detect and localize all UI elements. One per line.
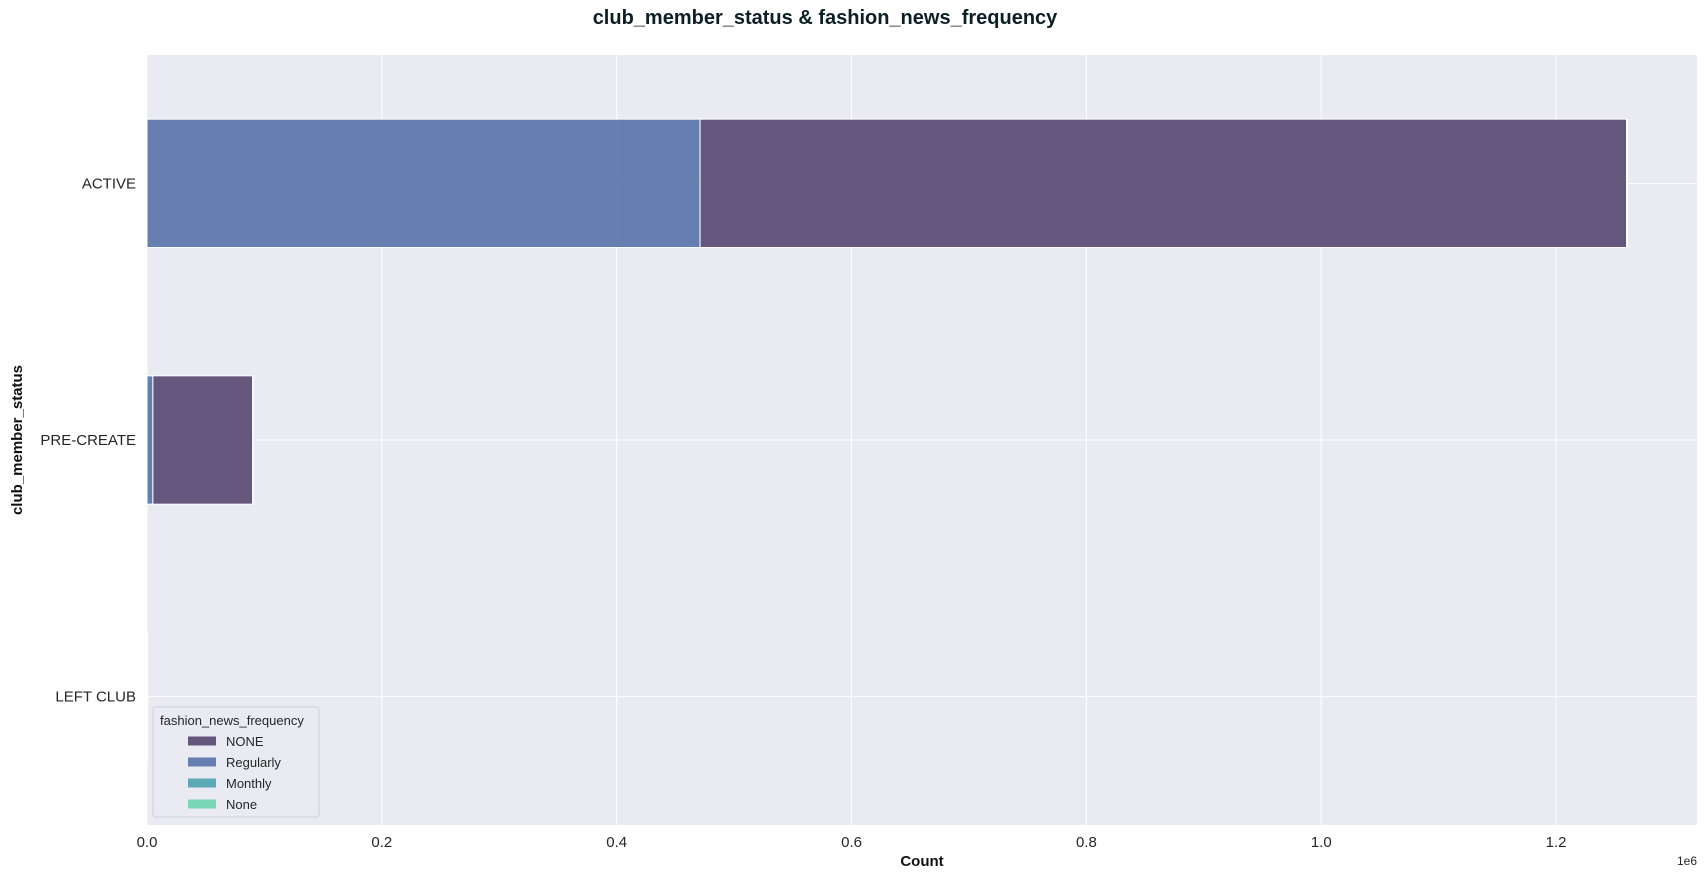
legend-label: Monthly (226, 776, 272, 791)
x-tick-labels: 0.0 0.2 0.4 0.6 0.8 1.0 1.2 (137, 834, 1567, 851)
y-tick-labels: ACTIVE PRE-CREATE LEFT CLUB (40, 175, 136, 705)
x-tick-label: 0.4 (606, 834, 627, 851)
legend-swatch (188, 799, 216, 809)
legend-label: NONE (226, 734, 264, 749)
y-tick-label: PRE-CREATE (40, 432, 136, 449)
legend-box (152, 706, 320, 818)
bar-segment (152, 375, 254, 505)
legend-swatch (188, 757, 216, 767)
y-tick-label: ACTIVE (82, 175, 136, 192)
bar-segment (699, 118, 1628, 248)
bar-segment (146, 118, 701, 248)
x-tick-label: 0.6 (841, 834, 862, 851)
legend-label: Regularly (226, 755, 281, 770)
legend-swatch (188, 736, 216, 746)
bar-segment (146, 632, 149, 762)
legend-title: fashion_news_frequency (160, 713, 304, 728)
y-axis-title: club_member_status (9, 365, 26, 515)
y-tick-label: LEFT CLUB (55, 689, 136, 706)
x-tick-label: 1.2 (1546, 834, 1567, 851)
bar-segment (1626, 118, 1628, 248)
x-axis-title: Count (900, 853, 943, 870)
bar-segment (146, 375, 154, 505)
legend: fashion_news_frequency NONE Regularly Mont… (152, 706, 320, 818)
legend-swatch (188, 778, 216, 788)
x-tick-label: 0.0 (137, 834, 158, 851)
x-tick-label: 0.2 (371, 834, 392, 851)
x-offset-label: 1e6 (1677, 854, 1697, 868)
bars (146, 118, 1628, 762)
x-tick-label: 1.0 (1311, 834, 1332, 851)
chart-title: club_member_status & fashion_news_freque… (593, 7, 1058, 29)
bar-segment (252, 375, 254, 505)
x-tick-label: 0.8 (1076, 834, 1097, 851)
legend-label: None (226, 797, 257, 812)
